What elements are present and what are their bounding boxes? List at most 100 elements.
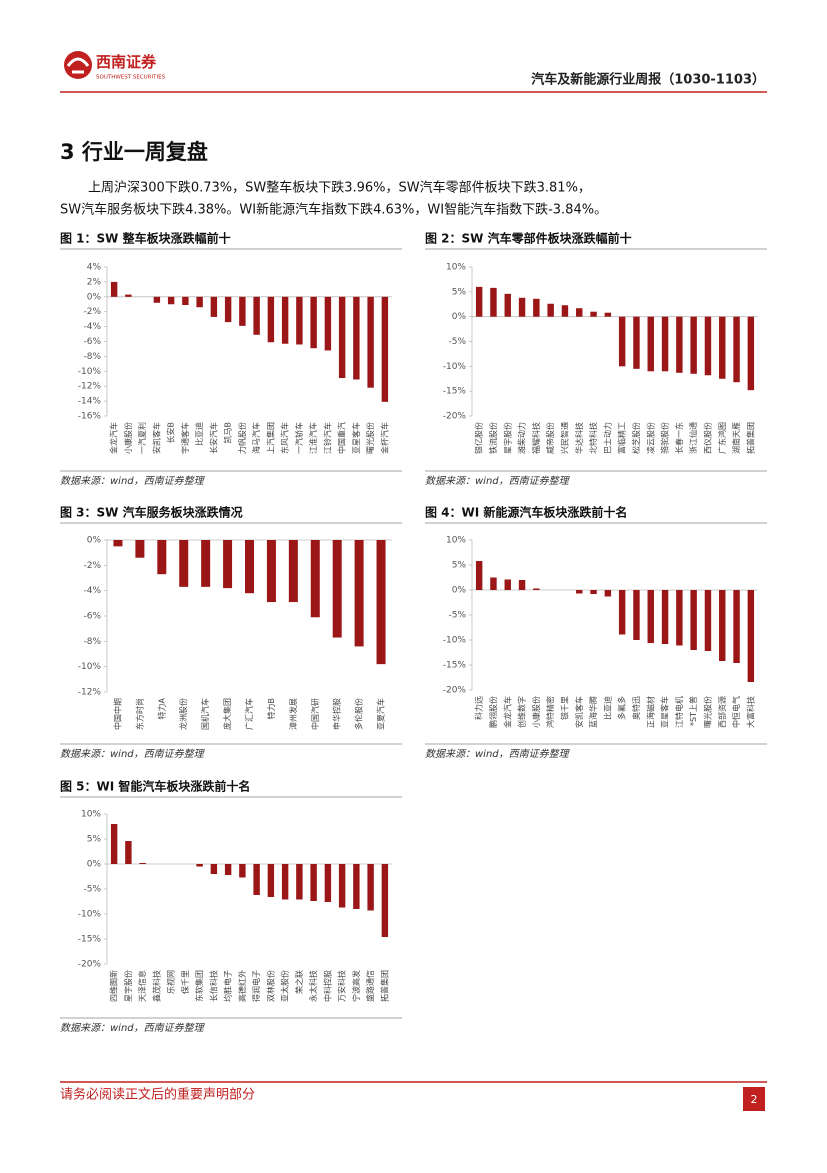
x-tick-label: 铁流股份: [488, 422, 498, 454]
x-tick-label: 长春一东: [674, 422, 684, 454]
bar: [338, 864, 346, 908]
bar: [604, 312, 612, 317]
bar: [196, 864, 203, 867]
x-tick-label: 拓普集团: [745, 422, 755, 454]
bar: [324, 864, 332, 902]
bar: [704, 316, 712, 376]
x-tick-label: 凌云股份: [645, 422, 655, 454]
x-tick-label: 宁波高发: [351, 970, 361, 1002]
x-tick-label: 曙光股份: [365, 422, 375, 454]
bar: [296, 864, 303, 900]
bar: [210, 864, 218, 874]
bar: [296, 296, 303, 345]
bar: [224, 296, 232, 323]
bar: [381, 296, 389, 402]
x-tick-label: 高德红外: [237, 970, 247, 1002]
y-tick-label: -12%: [78, 382, 102, 392]
chart-title: 图 1：SW 整车板块涨跌幅前十: [60, 231, 231, 246]
x-tick-label: 星宇股份: [123, 970, 133, 1002]
bar: [139, 863, 146, 864]
bar: [533, 298, 540, 317]
bar: [113, 540, 123, 547]
bar: [504, 579, 511, 590]
bar: [376, 540, 386, 665]
x-tick-label: 万安科技: [337, 970, 347, 1002]
y-tick-label: -15%: [443, 661, 467, 671]
x-tick-label: 亚太股份: [280, 970, 290, 1002]
x-tick-label: 银千里: [559, 696, 569, 720]
chart-title: 图 5：WI 智能汽车板块涨跌前十名: [60, 779, 250, 794]
x-tick-label: 创维数字: [517, 696, 527, 728]
x-tick-label: 保千里: [180, 970, 190, 994]
bar: [381, 864, 389, 937]
x-tick-label: 国机汽车: [200, 698, 210, 730]
bar: [490, 287, 497, 317]
y-tick-label: 10%: [446, 536, 466, 546]
x-tick-label: 长安汽车: [208, 422, 218, 454]
bar: [201, 540, 211, 587]
x-tick-label: 金杯汽车: [379, 422, 389, 454]
bar: [547, 303, 554, 317]
x-tick-label: 荣之联: [294, 970, 304, 994]
bar: [633, 590, 640, 640]
x-tick-label: 曙光股份: [702, 696, 712, 728]
x-tick-label: 申华控股: [332, 698, 342, 730]
chart-source: 数据来源：wind，西南证券整理: [60, 1022, 206, 1034]
x-tick-label: 漳州发展: [288, 698, 298, 730]
x-tick-label: 一汽夏利: [137, 422, 147, 454]
bar: [167, 296, 175, 305]
y-tick-label: 5%: [87, 835, 102, 845]
bar: [690, 590, 697, 650]
chart-source: 数据来源：wind，西南证券整理: [60, 748, 206, 760]
paragraph-line: 上周沪深300下跌0.73%，SW整车板块下跌3.96%，SW汽车零部件板块下跌…: [88, 180, 591, 196]
chart-source: 数据来源：wind，西南证券整理: [60, 475, 206, 487]
y-tick-label: -10%: [78, 367, 102, 377]
x-tick-label: 安凯客车: [574, 696, 584, 728]
x-tick-label: 中科控股: [322, 970, 332, 1002]
bar: [618, 590, 626, 635]
x-tick-label: 潍柴动力: [517, 422, 527, 454]
bar: [110, 281, 118, 297]
bar: [125, 841, 132, 864]
y-tick-label: -20%: [443, 412, 467, 422]
y-tick-label: 4%: [87, 263, 102, 273]
x-tick-label: 江铃汽车: [322, 422, 332, 454]
bar: [125, 294, 132, 297]
y-tick-label: -2%: [83, 307, 101, 317]
bar: [245, 540, 254, 594]
y-tick-label: 5%: [452, 561, 467, 571]
y-tick-label: -10%: [78, 910, 102, 920]
x-tick-label: 骆驼股份: [660, 422, 670, 454]
y-tick-label: -15%: [443, 387, 467, 397]
x-tick-label: 小康股份: [123, 422, 133, 454]
x-tick-label: 奥特迅: [631, 696, 641, 720]
bar: [590, 590, 597, 594]
y-tick-label: -4%: [83, 586, 101, 596]
y-tick-label: -5%: [448, 611, 466, 621]
x-tick-label: 江特电机: [674, 696, 684, 728]
x-tick-label: 亚夏汽车: [376, 698, 386, 730]
x-tick-label: 东风汽车: [280, 422, 290, 454]
x-tick-label: 蓝海华腾: [588, 696, 598, 728]
bar: [354, 540, 364, 647]
x-tick-label: 宇通客车: [180, 422, 190, 454]
bar: [182, 296, 189, 305]
y-tick-label: 0%: [87, 536, 102, 546]
y-tick-label: 0%: [87, 292, 102, 302]
x-tick-label: *ST上普: [688, 696, 698, 726]
x-tick-label: 中国重汽: [337, 422, 347, 454]
x-tick-label: 长信科技: [208, 970, 218, 1002]
bar: [676, 590, 683, 646]
bar: [690, 316, 697, 374]
x-tick-label: 上汽集团: [265, 422, 275, 454]
bar: [239, 296, 246, 326]
y-tick-label: -12%: [78, 688, 102, 698]
company-name-en: SOUTHWEST SECURITIES: [96, 75, 166, 81]
y-tick-label: -5%: [448, 337, 466, 347]
chart-title: 图 2：SW 汽车零部件板块涨跌幅前十: [425, 231, 632, 246]
bar: [661, 590, 669, 644]
y-tick-label: 5%: [452, 287, 467, 297]
